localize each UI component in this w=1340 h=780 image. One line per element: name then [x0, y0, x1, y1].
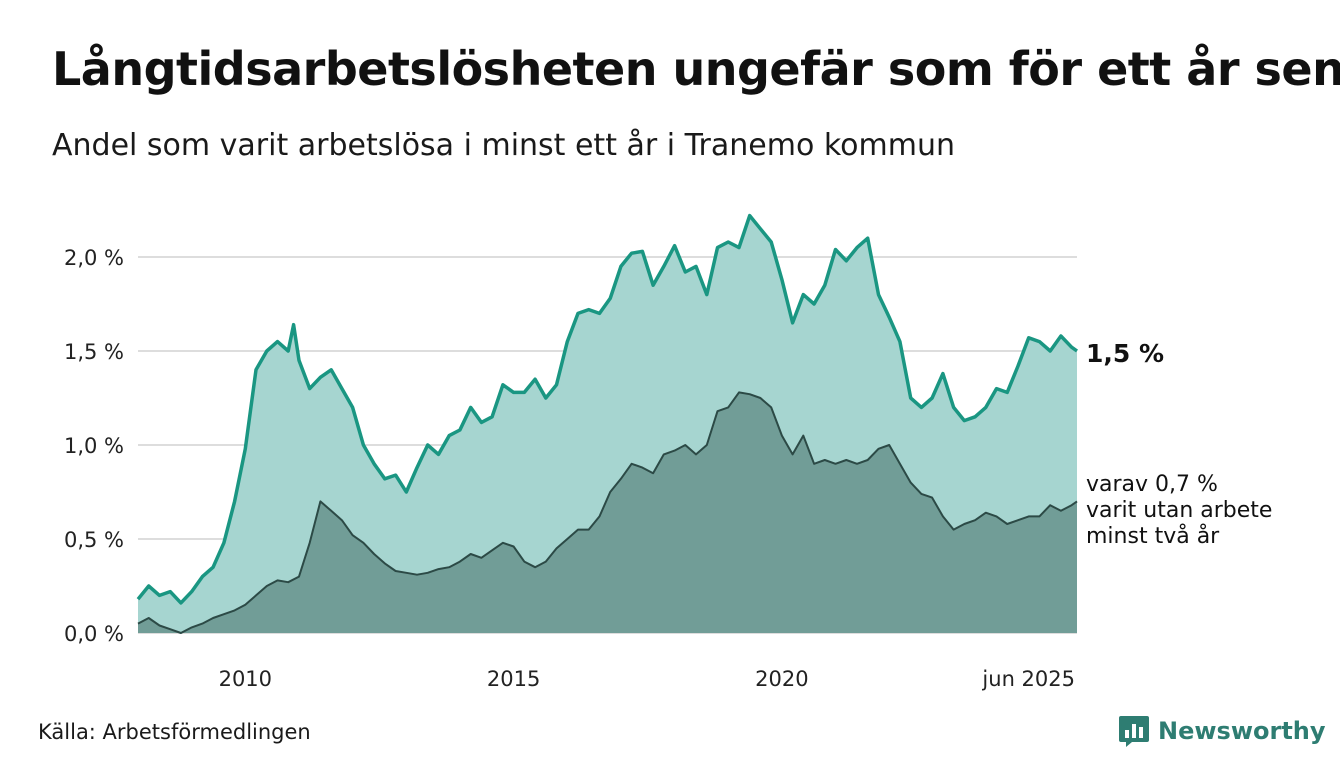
y-tick-label: 0,0 %: [64, 622, 124, 646]
y-axis-labels: 0,0 % 0,5 % 1,0 % 1,5 % 2,0 %: [64, 246, 124, 646]
two-year-unemployment-line: [137, 391, 1078, 634]
source-note: Källa: Arbetsförmedlingen: [38, 720, 311, 744]
chart-subtitle: Andel som varit arbetslösa i minst ett å…: [52, 128, 955, 163]
x-tick-label: jun 2025: [981, 667, 1075, 691]
inner-end-label: varav 0,7 % varit utan arbete minst två …: [1086, 472, 1279, 549]
inner-end-label-line-2: varit utan arbete: [1086, 498, 1272, 523]
outer-end-label: 1,5 %: [1086, 339, 1164, 368]
newsworthy-logo: Newsworthy: [1118, 714, 1326, 748]
x-tick-label: 2010: [219, 667, 272, 691]
x-tick-label: 2020: [755, 667, 808, 691]
x-tick-label: 2015: [487, 667, 540, 691]
inner-end-label-line-1: varav 0,7 %: [1086, 472, 1218, 497]
y-tick-label: 1,5 %: [64, 340, 124, 364]
chart-title: Långtidsarbetslösheten ungefär som för e…: [52, 42, 1340, 96]
bar-chart-bubble-icon: [1119, 716, 1149, 747]
x-axis-labels: 2010 2015 2020 jun 2025: [219, 667, 1075, 691]
inner-end-label-line-3: minst två år: [1086, 523, 1220, 549]
y-tick-label: 2,0 %: [64, 246, 124, 270]
y-tick-label: 1,0 %: [64, 434, 124, 458]
y-tick-label: 0,5 %: [64, 528, 124, 552]
logo-text: Newsworthy: [1158, 717, 1326, 745]
long-term-unemployment-line: [136, 213, 1079, 605]
two-year-unemployment-area: [138, 392, 1077, 633]
